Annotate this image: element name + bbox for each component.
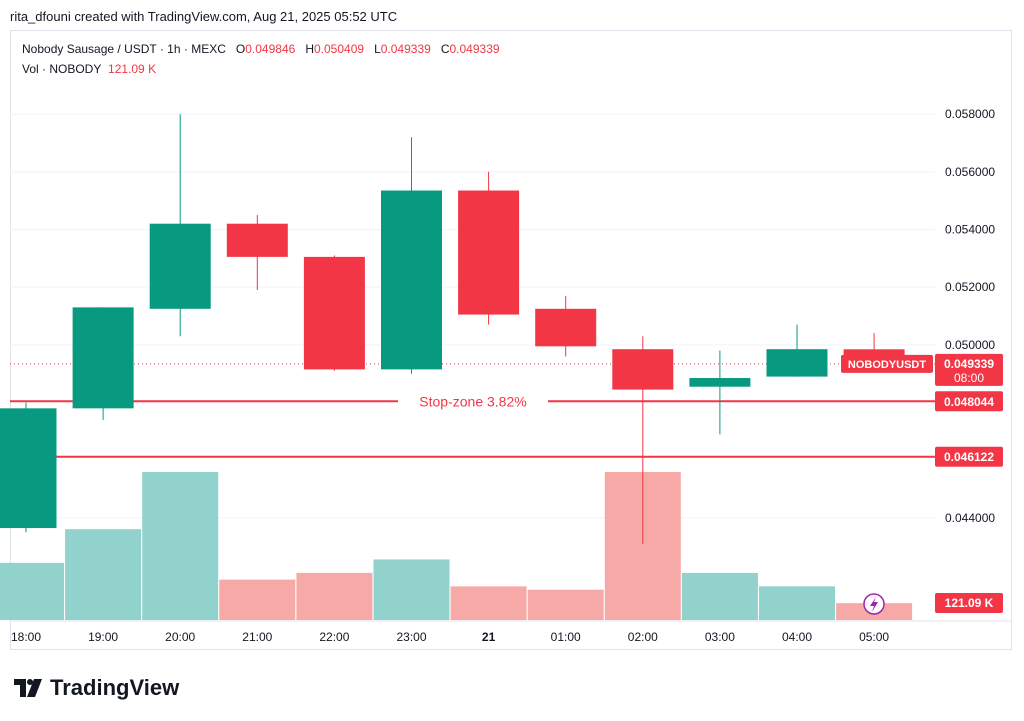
- chart-frame[interactable]: [10, 30, 1012, 650]
- candle-body: [381, 190, 442, 370]
- tradingview-logo-icon: [14, 679, 42, 697]
- time-axis-label: 19:00: [88, 630, 118, 644]
- price-tag: [935, 391, 1003, 412]
- volume-tag-label: 121.09 K: [945, 596, 994, 610]
- price-axis-label: 0.044000: [945, 511, 995, 525]
- candle-body: [766, 349, 828, 377]
- volume-legend: Vol · NOBODY 121.09 K: [22, 62, 156, 76]
- volume-bar: [373, 559, 450, 620]
- symbol-tag-label: NOBODYUSDT: [848, 359, 927, 371]
- low-value: 0.049339: [380, 42, 431, 56]
- time-axis-label: 23:00: [396, 630, 426, 644]
- price-tag: [935, 446, 1003, 467]
- symbol-legend: Nobody Sausage / USDT · 1h · MEXC O0.049…: [22, 42, 500, 56]
- time-axis-label: 21: [482, 630, 496, 644]
- countdown-label: 08:00: [954, 371, 984, 385]
- open-label: O: [235, 42, 246, 56]
- volume-bar: [681, 572, 758, 620]
- candle-body: [612, 349, 674, 390]
- lightning-icon-bolt: [870, 597, 878, 612]
- volume-bar: [296, 572, 373, 620]
- high-value: 0.050409: [313, 42, 365, 56]
- stop-zone-label: Stop-zone 3.82%: [419, 393, 526, 409]
- candle-body: [149, 223, 211, 309]
- logo-text: TradingView: [50, 675, 180, 700]
- volume-bar: [450, 586, 527, 620]
- candle-body: [0, 408, 57, 529]
- last-price-label: 0.049339: [944, 357, 994, 371]
- candle-body: [689, 378, 751, 387]
- price-chart[interactable]: Stop-zone 3.82% 0.048044 0.046122 NOBODYUSD…: [0, 0, 1024, 660]
- volume-bar: [527, 589, 604, 620]
- time-axis-label: 18:00: [11, 630, 41, 644]
- time-axis-label: 02:00: [628, 630, 658, 644]
- open-value: 0.049846: [245, 42, 296, 56]
- close-value: 0.049339: [449, 42, 500, 56]
- price-tag-label: 0.046122: [944, 450, 994, 464]
- close-label: C: [440, 42, 450, 56]
- time-axis-label: 01:00: [551, 630, 581, 644]
- price-axis-label: 0.052000: [945, 280, 995, 294]
- volume-bar: [65, 529, 142, 620]
- volume-bar: [0, 562, 64, 620]
- attribution-text: rita_dfouni created with TradingView.com…: [10, 9, 398, 24]
- price-axis-label: 0.054000: [945, 222, 995, 236]
- time-axis-label: 20:00: [165, 630, 195, 644]
- price-axis-label: 0.050000: [945, 338, 995, 352]
- candle-body: [72, 307, 134, 409]
- time-axis-label: 21:00: [242, 630, 272, 644]
- symbol-title[interactable]: Nobody Sausage / USDT · 1h · MEXC: [22, 42, 226, 56]
- price-axis-label: 0.058000: [945, 107, 995, 121]
- volume-tag: [935, 593, 1003, 613]
- high-label: H: [305, 42, 314, 56]
- volume-bar: [142, 472, 219, 620]
- time-axis-label: 04:00: [782, 630, 812, 644]
- volume-title[interactable]: Vol · NOBODY: [22, 62, 102, 76]
- symbol-tag: [841, 354, 933, 373]
- last-price-tag: [935, 353, 1003, 386]
- candle-body: [458, 190, 520, 315]
- time-axis-label: 03:00: [705, 630, 735, 644]
- tradingview-logo[interactable]: TradingView: [14, 675, 179, 701]
- time-axis-label: 05:00: [859, 630, 889, 644]
- volume-bar: [759, 586, 835, 620]
- volume-value: 121.09 K: [108, 62, 157, 76]
- price-tag-label: 0.048044: [944, 395, 994, 409]
- time-axis-label: 22:00: [319, 630, 349, 644]
- candle-body: [535, 308, 597, 347]
- low-label: L: [374, 42, 381, 56]
- candle-body: [226, 223, 288, 257]
- price-axis-label: 0.056000: [945, 165, 995, 179]
- candle-body: [303, 256, 365, 370]
- volume-bar: [219, 579, 296, 620]
